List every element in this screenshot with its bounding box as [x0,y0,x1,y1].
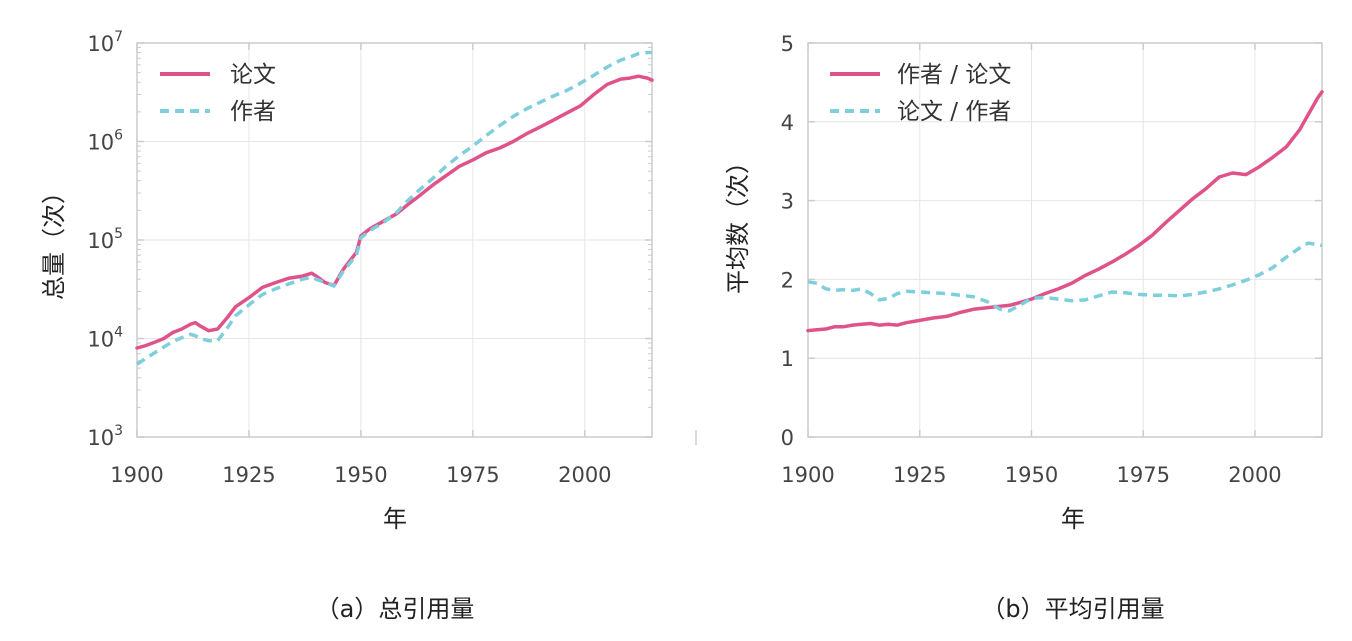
chart-a-x-tick-label: 1900 [110,463,163,487]
chart-a-minor-ticks [137,47,652,408]
legend-b-series1-label: 作者 / 论文 [897,62,1011,88]
chart-b-series-1-line [806,90,1324,333]
chart-a-x-tick-label: 1975 [446,463,499,487]
chart-b-plot-frame [807,42,1323,438]
chart-b-y-tick-label: 2 [781,268,794,292]
chart-b-x-tick-label: 1900 [781,463,834,487]
chart-a-x-tick-label: 1950 [334,463,387,487]
chart-b-lines [806,90,1324,333]
chart-b-legend: 作者 / 论文 论文 / 作者 [830,62,1011,125]
legend-a-series2-label: 作者 [230,99,276,125]
chart-b-y-tick-label: 5 [781,32,794,56]
chart-panel-a: 1900 1925 1950 1975 2000 103 104 105 106 107 年 总… [40,29,654,623]
chart-a-y-tick-label: 105 [87,226,123,253]
chart-a-ylabel: 总量（次） [40,180,68,300]
chart-a-x-tick-label: 2000 [558,463,611,487]
chart-a-y-tick-label: 106 [87,128,123,155]
chart-b-caption: （b）平均引用量 [981,595,1164,623]
chart-b-x-tick-label: 2000 [1228,463,1281,487]
chart-b-y-ticks: 0 1 2 3 4 5 [781,32,1322,450]
legend-a-series1-label: 论文 [230,62,276,88]
chart-b-x-tick-label: 1975 [1116,463,1169,487]
chart-b-y-tick-label: 1 [781,347,794,371]
chart-b-xlabel: 年 [1061,505,1085,533]
chart-a-x-tick-label: 1925 [222,463,275,487]
chart-a-xlabel: 年 [383,505,407,533]
chart-b-x-tick-label: 1925 [893,463,946,487]
chart-a-y-tick-label: 107 [87,29,123,56]
chart-b-x-tick-label: 1950 [1005,463,1058,487]
chart-a-lines [135,50,654,366]
chart-a-legend: 论文 作者 [160,62,276,125]
chart-b-y-tick-label: 4 [781,111,794,135]
chart-b-x-ticks: 1900 1925 1950 1975 2000 [781,43,1282,487]
chart-a-y-tick-label: 104 [87,325,123,352]
chart-b-series-2-line [807,241,1323,313]
chart-panel-b: 1900 1925 1950 1975 2000 0 1 2 3 4 5 年 平均数（次） 作者 … [724,32,1324,623]
chart-a-caption: （a）总引用量 [316,595,475,623]
chart-a-series-2-line [136,50,652,366]
chart-a-x-ticks: 1900 1925 1950 1975 2000 [110,43,612,487]
chart-a-y-ticks: 103 104 105 106 107 [87,29,652,450]
chart-b-ylabel: 平均数（次） [724,150,752,294]
legend-b-series2-label: 论文 / 作者 [897,99,1011,125]
chart-b-y-tick-label: 3 [781,190,794,214]
chart-a-grid [136,43,652,437]
chart-a-y-tick-label: 103 [87,423,123,450]
chart-b-y-tick-label: 0 [781,426,794,450]
chart-b-grid [807,43,1322,437]
chart-a-series-1-line [135,74,654,350]
